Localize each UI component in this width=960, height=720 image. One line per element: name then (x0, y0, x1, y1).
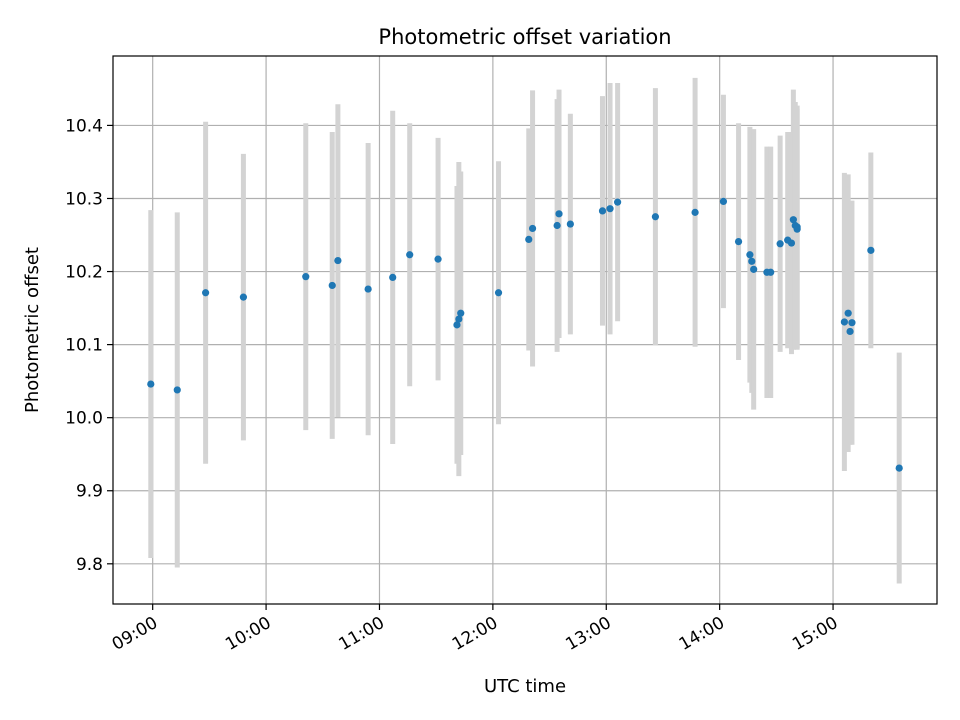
y-tick-label: 9.8 (76, 555, 103, 575)
data-point (895, 464, 903, 472)
data-point (302, 273, 310, 281)
data-point (750, 265, 758, 273)
data-point (789, 216, 797, 224)
plot-frame (112, 55, 938, 605)
data-point (202, 289, 210, 297)
data-point (867, 246, 875, 254)
data-point (406, 251, 414, 259)
data-point (846, 327, 854, 336)
data-point (494, 289, 503, 297)
data-point (364, 285, 372, 293)
y-tick-label: 10.3 (65, 189, 103, 209)
data-point (528, 224, 537, 233)
data-point (328, 281, 336, 290)
data-point (691, 208, 699, 216)
data-point (651, 213, 660, 221)
data-point (598, 207, 607, 215)
y-tick-label: 10.2 (65, 263, 103, 283)
data-point (719, 197, 728, 206)
data-point (173, 386, 181, 394)
data-point (734, 237, 743, 246)
data-point (606, 205, 614, 213)
data-point (566, 220, 574, 228)
data-point (840, 318, 848, 326)
y-tick-label: 10.1 (65, 336, 103, 356)
y-tick-label: 10.0 (65, 409, 103, 429)
data-point (614, 198, 622, 206)
data-point (555, 210, 563, 218)
data-point (457, 309, 465, 317)
data-point (844, 309, 852, 317)
data-point (793, 223, 801, 231)
data-point (453, 321, 461, 329)
data-point (746, 251, 754, 259)
y-tick-label: 10.4 (65, 116, 103, 136)
data-point (334, 256, 342, 265)
data-point (525, 235, 533, 243)
y-axis-label: Photometric offset (22, 247, 43, 413)
y-tick-label: 9.9 (76, 482, 103, 502)
data-point (147, 380, 155, 388)
data-point (553, 221, 561, 230)
chart-title: Photometric offset variation (378, 25, 671, 49)
data-point (848, 319, 856, 327)
data-point (748, 257, 756, 265)
data-point (389, 273, 397, 281)
data-point (434, 255, 442, 263)
data-point (239, 293, 248, 301)
data-point (455, 315, 463, 323)
data-point (767, 268, 775, 276)
data-points (147, 197, 903, 472)
data-point (776, 240, 784, 248)
grid (113, 56, 937, 604)
x-axis-label: UTC time (484, 676, 566, 697)
data-point (787, 239, 796, 247)
